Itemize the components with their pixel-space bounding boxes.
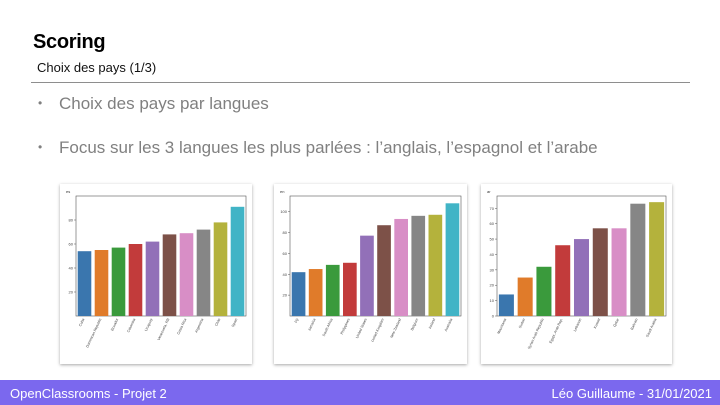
bar bbox=[517, 277, 533, 316]
bar bbox=[213, 222, 228, 316]
bullet-dot-icon: • bbox=[38, 96, 43, 110]
y-tick-label: 0 bbox=[492, 314, 495, 319]
bar bbox=[445, 203, 460, 316]
x-tick-label: Argentina bbox=[194, 318, 204, 334]
bar bbox=[325, 264, 340, 316]
x-tick-label: Lebanon bbox=[573, 318, 583, 332]
x-tick-label: Colombia bbox=[126, 318, 136, 333]
plot-frame bbox=[289, 195, 462, 317]
bar bbox=[145, 241, 160, 316]
x-tick-label: Qatar bbox=[613, 317, 621, 328]
y-tick-label: 20 bbox=[490, 283, 495, 288]
y-tick-label: 100 bbox=[280, 209, 287, 214]
footer-author-date: Léo Guillaume - 31/01/2021 bbox=[551, 386, 712, 401]
x-tick-label: South Africa bbox=[322, 318, 334, 337]
y-tick-label: 20 bbox=[69, 290, 74, 295]
slide-subtitle: Choix des pays (1/3) bbox=[37, 60, 157, 75]
x-tick-label: Sudan bbox=[518, 318, 526, 329]
y-axis-title: es bbox=[66, 189, 70, 194]
x-tick-label: Bahrain bbox=[630, 318, 639, 331]
y-tick-label: 60 bbox=[490, 221, 495, 226]
chart-arabic: ar 0 10 20 30 40 50 60 70 Mauritania Sudan Syrian A… bbox=[481, 184, 672, 364]
bar bbox=[394, 218, 408, 316]
bar bbox=[128, 244, 143, 316]
x-tick-label: Costa Rica bbox=[176, 318, 187, 336]
x-tick-label: Cuba bbox=[78, 318, 85, 327]
bar bbox=[630, 203, 646, 316]
x-tick-label: Australia bbox=[444, 318, 454, 332]
chart-english: en 20 40 60 80 100 Fiji Jamaica South Africa Phil… bbox=[274, 184, 467, 364]
x-tick-label: Philippines bbox=[340, 318, 351, 336]
x-tick-label: Belgium bbox=[410, 318, 419, 331]
footer-bar: OpenClassrooms - Projet 2 Léo Guillaume … bbox=[0, 380, 720, 405]
bar bbox=[343, 262, 357, 316]
x-tick-label: Uruguay bbox=[144, 318, 153, 332]
bar bbox=[611, 228, 627, 316]
y-axis-title: en bbox=[280, 189, 284, 194]
y-tick-label: 20 bbox=[283, 293, 288, 298]
bar bbox=[196, 229, 211, 316]
bar bbox=[573, 239, 590, 316]
bar bbox=[411, 215, 426, 316]
x-tick-label: Mauritania bbox=[497, 318, 508, 335]
x-tick-label: Saudi Arabia bbox=[645, 318, 657, 338]
y-axis-title: ar bbox=[487, 189, 491, 194]
x-tick-label: Chile bbox=[214, 318, 221, 327]
bar bbox=[498, 294, 514, 316]
chart-spanish-svg: es 20 40 60 80 Cuba Dominican Republic Ecuador C… bbox=[66, 189, 247, 349]
bar bbox=[162, 234, 177, 316]
x-tick-label: Fiji bbox=[294, 318, 300, 324]
x-tick-label: Kuwait bbox=[593, 318, 601, 329]
bar bbox=[592, 228, 608, 316]
chart-spanish: es 20 40 60 80 Cuba Dominican Republic Ecuador C… bbox=[60, 184, 252, 364]
bar bbox=[77, 251, 92, 316]
y-tick-label: 10 bbox=[490, 298, 495, 303]
y-tick-label: 30 bbox=[490, 267, 495, 272]
x-tick-label: Ireland bbox=[428, 318, 436, 330]
y-tick-label: 40 bbox=[69, 266, 74, 271]
plot-frame bbox=[75, 195, 247, 317]
y-tick-label: 70 bbox=[490, 206, 495, 211]
y-tick-label: 40 bbox=[283, 272, 288, 277]
bar bbox=[179, 233, 194, 316]
divider bbox=[31, 82, 690, 83]
x-tick-label: Ecuador bbox=[110, 317, 120, 332]
x-tick-label: Dominican Republic bbox=[85, 318, 102, 349]
bar bbox=[377, 225, 391, 316]
x-tick-label: United States bbox=[355, 318, 368, 339]
bar bbox=[291, 272, 306, 316]
bullet-text: Choix des pays par langues bbox=[59, 94, 269, 113]
x-tick-label: Venezuela, RB bbox=[157, 317, 171, 341]
x-tick-label: Jamaica bbox=[307, 318, 316, 332]
x-tick-label: United Kingdom bbox=[371, 318, 385, 343]
bar bbox=[649, 202, 665, 316]
x-tick-label: Spain bbox=[231, 318, 239, 328]
bar bbox=[230, 206, 245, 316]
y-tick-label: 60 bbox=[69, 242, 74, 247]
bullet-text: Focus sur les 3 langues les plus parlées… bbox=[59, 138, 598, 157]
y-tick-label: 50 bbox=[490, 237, 495, 242]
y-tick-label: 40 bbox=[490, 252, 495, 257]
bar bbox=[94, 250, 109, 316]
bullet-dot-icon: • bbox=[38, 140, 43, 154]
chart-english-svg: en 20 40 60 80 100 Fiji Jamaica South Africa Phil… bbox=[280, 189, 462, 343]
bar bbox=[111, 247, 126, 316]
chart-arabic-svg: ar 0 10 20 30 40 50 60 70 Mauritania Sudan Syrian A… bbox=[487, 189, 667, 350]
x-tick-label: New Zealand bbox=[389, 318, 402, 339]
y-tick-label: 80 bbox=[69, 218, 74, 223]
x-tick-label: Syrian Arab Republic bbox=[527, 318, 545, 350]
bar bbox=[360, 235, 374, 316]
slide-title: Scoring bbox=[33, 31, 106, 53]
y-tick-label: 80 bbox=[283, 230, 288, 235]
footer-course: OpenClassrooms - Projet 2 bbox=[10, 386, 167, 401]
bar bbox=[555, 245, 571, 316]
bar bbox=[536, 266, 552, 316]
y-tick-label: 60 bbox=[283, 251, 288, 256]
bar bbox=[428, 214, 443, 316]
bar bbox=[308, 269, 323, 316]
x-tick-label: Egypt, Arab Rep. bbox=[549, 318, 564, 344]
